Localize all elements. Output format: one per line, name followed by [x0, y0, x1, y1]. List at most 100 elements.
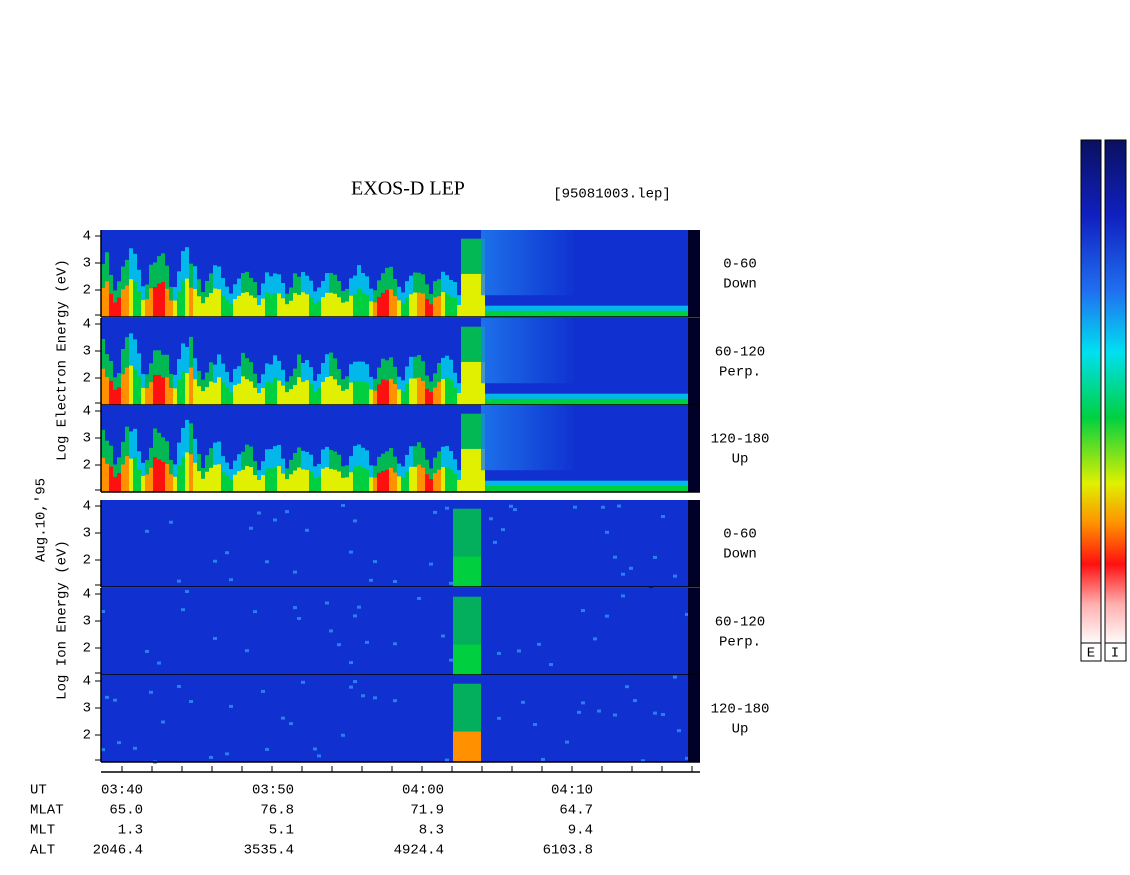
spectrogram-cell: [661, 515, 665, 519]
spectrogram-cell: [497, 310, 501, 317]
spectrogram-cell: [213, 288, 217, 317]
spectrogram-cell: [373, 696, 377, 700]
spectrogram-cell: [373, 302, 377, 317]
spectrogram-cell: [541, 310, 545, 317]
spectrogram-cell: [465, 556, 469, 587]
spectrogram-cell: [365, 640, 369, 644]
spectrogram-cell: [233, 385, 237, 405]
spectrogram-cell: [229, 304, 233, 317]
spectrogram-cell: [529, 310, 533, 317]
spectrogram-cell: [457, 644, 461, 675]
spectrogram-cell: [541, 230, 545, 296]
spectrogram-cell: [293, 570, 297, 574]
spectrogram-cell: [305, 469, 309, 492]
spectrogram-cell: [105, 463, 109, 492]
spectrogram-cell: [497, 716, 501, 720]
spectrogram-cell: [225, 475, 229, 492]
spectrogram-cell: [669, 398, 673, 405]
spectrogram-cell: [101, 457, 105, 492]
spectrogram-cell: [669, 310, 673, 317]
spectrogram-cell: [369, 477, 373, 492]
spectrogram-cell: [505, 318, 509, 384]
spectrogram-cell: [581, 398, 585, 405]
spectrogram-cell: [545, 405, 549, 471]
spectrogram-cell: [205, 387, 209, 405]
colorbar-e: [1080, 139, 1102, 646]
spectrogram-cell: [525, 398, 529, 405]
spectrogram-cell: [213, 382, 217, 405]
spectrogram-cell: [461, 273, 465, 317]
spectrogram-cell: [633, 699, 637, 703]
spectrogram-cell: [325, 601, 329, 605]
spectrogram-cell: [517, 318, 521, 384]
spectrogram-cell: [281, 473, 285, 492]
spectrogram-cell: [441, 379, 445, 405]
spectrogram-cell: [481, 318, 485, 384]
spectrogram-cell: [301, 292, 305, 317]
spectrogram-cell: [493, 485, 497, 492]
spectrogram-cell: [649, 398, 653, 405]
row-value: 8.3: [419, 823, 444, 839]
spectrogram-cell: [409, 466, 413, 492]
spectrogram-cell: [533, 722, 537, 726]
spectrogram-cell: [329, 292, 333, 317]
spectrogram-cell: [361, 381, 365, 405]
spectrogram-cell: [473, 556, 477, 587]
spectrogram-cell: [517, 310, 521, 317]
spectrogram-cell: [309, 297, 313, 317]
spectrogram-cell: [493, 230, 497, 296]
spectrogram-cell: [229, 578, 233, 582]
spectrogram-cell: [469, 361, 473, 405]
spectrogram-cell: [393, 579, 397, 583]
spectrogram-cell: [225, 752, 229, 756]
spectrogram-cell: [233, 474, 237, 492]
spectrogram-cell: [613, 398, 617, 405]
spectrogram-cell: [469, 683, 473, 762]
spectrogram-cell: [209, 293, 213, 317]
spectrogram-cell: [493, 398, 497, 405]
spectrogram-cell: [485, 398, 489, 405]
spectrogram-cell: [521, 485, 525, 492]
spectrogram-cell: [173, 476, 177, 492]
spectrogram-cell: [569, 310, 573, 317]
spectrogram-cell: [261, 388, 265, 405]
spectrogram-cell: [549, 318, 553, 384]
y-tick-label: 3: [83, 431, 91, 447]
spectrogram-cell: [537, 405, 541, 471]
spectrogram-cell: [325, 467, 329, 492]
spectrogram-cell: [305, 528, 309, 532]
spectrogram-cell: [549, 405, 553, 471]
spectrogram-cell: [549, 485, 553, 492]
spectrogram-cell: [369, 389, 373, 405]
spectrogram-cell: [337, 471, 341, 492]
spectrogram-cell: [317, 300, 321, 317]
spectrogram-cell: [685, 756, 689, 760]
spectrogram-cell: [101, 610, 105, 614]
spectrogram-cell: [273, 518, 277, 522]
spectrogram-cell: [385, 380, 389, 405]
spectrogram-cell: [377, 384, 381, 405]
spectrogram-cell: [445, 466, 449, 492]
spectrogram-cell: [165, 288, 169, 317]
spectrogram-cell: [541, 398, 545, 405]
spectrogram-cell: [649, 485, 653, 492]
spectrogram-cell: [217, 464, 221, 492]
spectrogram-cell: [481, 361, 485, 405]
spectrogram-cell: [193, 289, 197, 317]
spectrogram-cell: [669, 485, 673, 492]
spectrogram-cell: [449, 469, 453, 492]
spectrogram-cell: [105, 376, 109, 405]
spectrogram-cell: [569, 405, 573, 471]
spectrogram-cell: [261, 475, 265, 492]
spectrogram-cell: [517, 230, 521, 296]
panel-range: 0-60: [723, 257, 757, 273]
spectrogram-cell: [553, 398, 557, 405]
spectrogram-cell: [337, 643, 341, 647]
spectrogram-cell: [349, 661, 353, 665]
panel-range: 120-180: [711, 702, 770, 718]
spectrogram-cell: [525, 405, 529, 471]
spectrogram-cell: [429, 304, 433, 317]
spectrogram-cell: [617, 504, 621, 508]
spectrogram-cell: [449, 658, 453, 662]
spectrogram-cell: [641, 759, 645, 763]
